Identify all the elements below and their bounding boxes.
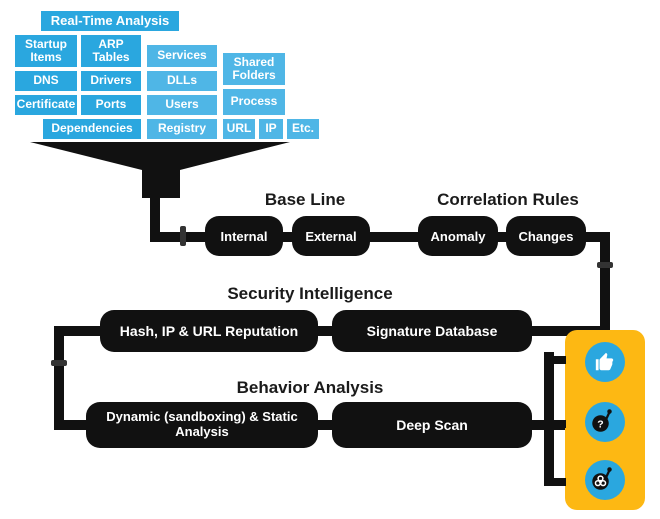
brick-url: URL bbox=[222, 118, 256, 140]
brick-etc: Etc. bbox=[286, 118, 320, 140]
pipe-cap-v2 bbox=[51, 360, 67, 366]
brick-drivers: Drivers bbox=[80, 70, 142, 92]
pipe-funnel-drop bbox=[150, 196, 160, 232]
brick-startup-items: Startup Items bbox=[14, 34, 78, 68]
brick-users: Users bbox=[146, 94, 218, 116]
node-internal: Internal bbox=[205, 216, 283, 256]
brick-dependencies: Dependencies bbox=[42, 118, 142, 140]
pipe-feed-vertical bbox=[544, 352, 554, 486]
brick-services: Services bbox=[146, 44, 218, 68]
unknown-icon: ? bbox=[585, 402, 625, 442]
svg-text:?: ? bbox=[597, 418, 603, 430]
biohazard-icon bbox=[585, 460, 625, 500]
node-reputation: Hash, IP & URL Reputation bbox=[100, 310, 318, 352]
title-behavior: Behavior Analysis bbox=[200, 378, 420, 398]
node-sigdb: Signature Database bbox=[332, 310, 532, 352]
title-correlation: Correlation Rules bbox=[418, 190, 598, 210]
node-external: External bbox=[292, 216, 370, 256]
node-changes: Changes bbox=[506, 216, 586, 256]
pipe-cap-v1 bbox=[597, 262, 613, 268]
node-anomaly: Anomaly bbox=[418, 216, 498, 256]
pipe-stub-1 bbox=[552, 356, 566, 364]
pipe-stub-2 bbox=[552, 420, 566, 428]
brick-arp-tables: ARP Tables bbox=[80, 34, 142, 68]
brick-process: Process bbox=[222, 88, 286, 116]
brick-dns: DNS bbox=[14, 70, 78, 92]
brick-ports: Ports bbox=[80, 94, 142, 116]
pipe-cap-r1 bbox=[180, 226, 186, 246]
title-secintel: Security Intelligence bbox=[200, 284, 420, 304]
title-baseline: Base Line bbox=[240, 190, 370, 210]
pipe-elbow-r2r3-v bbox=[54, 326, 64, 430]
brick-dlls: DLLs bbox=[146, 70, 218, 92]
pipe-elbow-r1r2-v bbox=[600, 232, 610, 336]
brick-registry: Registry bbox=[146, 118, 218, 140]
pipe-stub-3 bbox=[552, 478, 566, 486]
brick-ip: IP bbox=[258, 118, 284, 140]
funnel-header: Real-Time Analysis bbox=[40, 10, 180, 32]
node-dynamic-static: Dynamic (sandboxing) & Static Analysis bbox=[86, 402, 318, 448]
brick-shared-folders: Shared Folders bbox=[222, 52, 286, 86]
brick-certificate: Certificate bbox=[14, 94, 78, 116]
thumbs-up-icon bbox=[585, 342, 625, 382]
node-deepscan: Deep Scan bbox=[332, 402, 532, 448]
